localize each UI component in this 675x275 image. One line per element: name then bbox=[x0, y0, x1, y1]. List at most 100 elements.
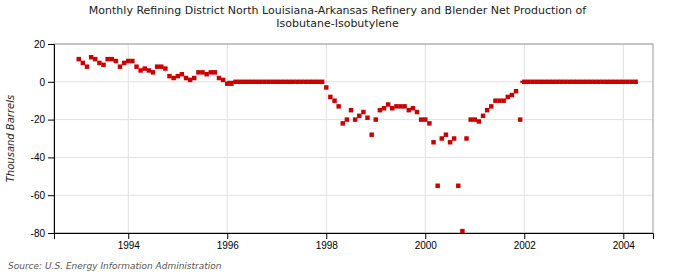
y-tick: -80 bbox=[31, 228, 54, 239]
point bbox=[180, 72, 184, 76]
point bbox=[155, 64, 159, 68]
point bbox=[213, 70, 217, 74]
point bbox=[209, 70, 213, 74]
point bbox=[233, 80, 237, 84]
point bbox=[341, 121, 345, 125]
y-tick-mark bbox=[48, 195, 54, 196]
point bbox=[493, 98, 497, 102]
point bbox=[489, 104, 493, 108]
x-tick-label: 1996 bbox=[217, 240, 240, 251]
y-tick: -60 bbox=[31, 190, 54, 201]
x-tick-mark bbox=[128, 233, 129, 239]
point bbox=[576, 80, 580, 84]
point bbox=[93, 57, 97, 61]
point bbox=[539, 80, 543, 84]
point bbox=[361, 110, 365, 114]
point bbox=[481, 114, 485, 118]
point bbox=[229, 81, 233, 85]
point bbox=[101, 63, 105, 67]
point bbox=[320, 80, 324, 84]
point bbox=[283, 80, 287, 84]
point bbox=[369, 132, 373, 136]
y-tick-label: -80 bbox=[31, 228, 46, 239]
point bbox=[621, 80, 625, 84]
point bbox=[394, 104, 398, 108]
point bbox=[398, 104, 402, 108]
point bbox=[407, 108, 411, 112]
point bbox=[390, 106, 394, 110]
point bbox=[526, 80, 530, 84]
point bbox=[143, 66, 147, 70]
point bbox=[374, 117, 378, 121]
x-tick: 1996 bbox=[217, 233, 240, 251]
point bbox=[275, 80, 279, 84]
point bbox=[81, 61, 85, 65]
point bbox=[324, 85, 328, 89]
point bbox=[464, 136, 468, 140]
point bbox=[448, 140, 452, 144]
point bbox=[250, 80, 254, 84]
y-axis: -80-60-40-20020 bbox=[31, 39, 55, 239]
point bbox=[130, 59, 134, 63]
grid-line-x bbox=[326, 44, 327, 233]
point bbox=[365, 115, 369, 119]
point bbox=[105, 57, 109, 61]
point bbox=[518, 117, 522, 121]
x-tick-mark bbox=[227, 233, 228, 239]
point bbox=[270, 80, 274, 84]
point bbox=[609, 80, 613, 84]
grid-line-x bbox=[425, 44, 426, 233]
point bbox=[510, 93, 514, 97]
source-note: Source: U.S. Energy Information Administ… bbox=[8, 261, 222, 271]
y-tick-mark bbox=[48, 157, 54, 158]
point bbox=[378, 108, 382, 112]
point bbox=[567, 80, 571, 84]
point bbox=[171, 76, 175, 80]
point bbox=[336, 104, 340, 108]
point bbox=[266, 80, 270, 84]
point bbox=[468, 117, 472, 121]
point bbox=[262, 80, 266, 84]
point bbox=[402, 104, 406, 108]
point bbox=[572, 80, 576, 84]
x-axis: 199419961998200020022004 bbox=[55, 233, 654, 251]
x-tick: 2000 bbox=[415, 233, 438, 251]
point bbox=[547, 80, 551, 84]
point bbox=[559, 80, 563, 84]
x-tick-label: 2000 bbox=[415, 240, 438, 251]
grid-line-y bbox=[54, 195, 653, 196]
point bbox=[225, 81, 229, 85]
grid-line-x bbox=[227, 44, 228, 233]
x-tick: 1994 bbox=[118, 233, 141, 251]
point bbox=[473, 117, 477, 121]
point bbox=[506, 95, 510, 99]
point bbox=[435, 184, 439, 188]
grid-line-y bbox=[54, 157, 653, 158]
point bbox=[279, 80, 283, 84]
x-tick-label: 2002 bbox=[514, 240, 537, 251]
point bbox=[477, 119, 481, 123]
point bbox=[188, 78, 192, 82]
point bbox=[357, 114, 361, 118]
y-tick: 0 bbox=[39, 77, 54, 88]
point bbox=[349, 108, 353, 112]
point bbox=[217, 76, 221, 80]
title-line: Isobutane-Isobutylene bbox=[276, 17, 399, 30]
point bbox=[633, 80, 637, 84]
y-tick-mark bbox=[48, 233, 54, 234]
point bbox=[151, 70, 155, 74]
point bbox=[258, 80, 262, 84]
point bbox=[184, 76, 188, 80]
point bbox=[456, 184, 460, 188]
point bbox=[580, 80, 584, 84]
point bbox=[427, 121, 431, 125]
point bbox=[163, 66, 167, 70]
point bbox=[254, 80, 258, 84]
x-tick-mark bbox=[326, 233, 327, 239]
point bbox=[287, 80, 291, 84]
point bbox=[353, 117, 357, 121]
point bbox=[625, 80, 629, 84]
point bbox=[237, 80, 241, 84]
point bbox=[543, 80, 547, 84]
point bbox=[345, 117, 349, 121]
